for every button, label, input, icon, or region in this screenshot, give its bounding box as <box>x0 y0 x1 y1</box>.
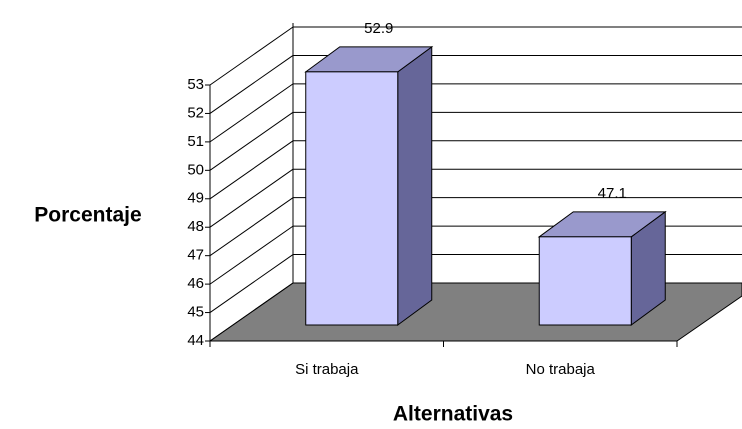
wall-grid-line <box>209 83 294 143</box>
y-tick-label: 45 <box>187 304 204 321</box>
wall-grid-line <box>209 225 294 285</box>
y-tick-label: 46 <box>187 275 204 292</box>
y-tick-label: 48 <box>187 218 204 235</box>
wall-grid-line <box>209 254 294 313</box>
bar <box>305 71 399 326</box>
bar-side <box>397 45 433 326</box>
wall-grid-line <box>209 197 294 257</box>
wall-grid-line <box>209 282 294 342</box>
x-axis-title: Alternativas <box>393 403 513 426</box>
wall-grid-line <box>209 55 294 114</box>
wall-grid-line <box>209 111 294 171</box>
y-axis-title: Porcentaje <box>34 204 141 227</box>
wall-grid-line <box>209 26 294 86</box>
wall-grid-line <box>209 140 294 200</box>
y-tick-label: 50 <box>187 161 204 178</box>
y-tick-label: 52 <box>187 104 204 121</box>
x-tick-label: No trabaja <box>526 361 596 378</box>
y-tick-label: 53 <box>187 76 204 93</box>
x-tick-label: Si trabaja <box>295 361 359 378</box>
y-tick-label: 49 <box>187 190 204 207</box>
wall-grid-line <box>209 168 294 228</box>
y-tick-label: 47 <box>187 247 204 264</box>
y-tick-label: 51 <box>187 133 204 150</box>
y-tick-label: 44 <box>187 332 204 349</box>
value-label: 47.1 <box>598 185 627 202</box>
bar <box>538 236 632 326</box>
value-label: 52.9 <box>364 20 393 37</box>
